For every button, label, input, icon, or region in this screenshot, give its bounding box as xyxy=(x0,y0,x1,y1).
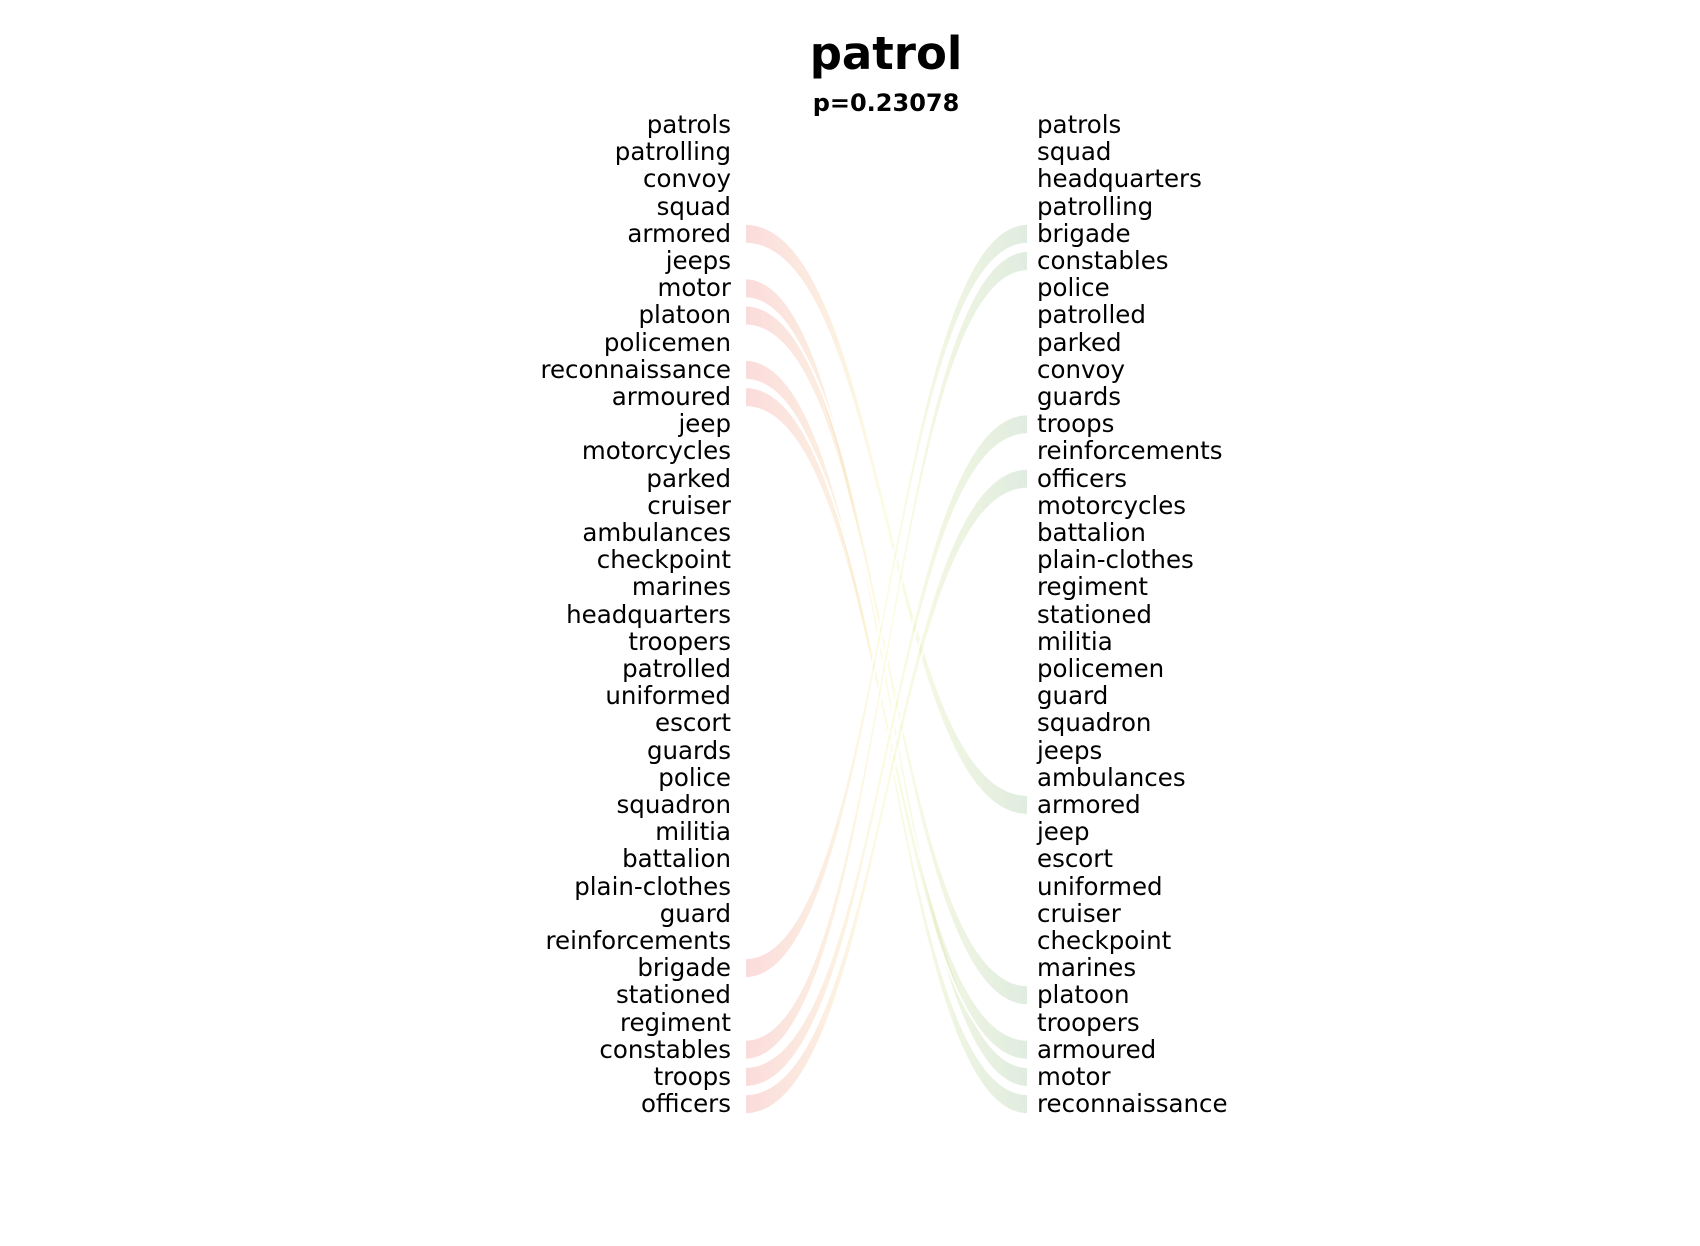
right-word-constables: constables xyxy=(1037,246,1169,275)
right-word-stationed: stationed xyxy=(1037,599,1152,629)
left-word-convoy: convoy xyxy=(643,164,731,194)
right-word-squad: squad xyxy=(1037,137,1112,167)
right-word-parked: parked xyxy=(1037,327,1122,357)
right-word-platoon: platoon xyxy=(1037,980,1130,1010)
left-word-patrols: patrols xyxy=(646,110,731,139)
right-word-brigade: brigade xyxy=(1037,218,1131,248)
right-word-jeep: jeep xyxy=(1037,817,1090,847)
right-word-regiment: regiment xyxy=(1037,572,1149,602)
left-word-headquarters: headquarters xyxy=(566,599,731,629)
right-word-officers: officers xyxy=(1037,463,1128,493)
left-word-cruiser: cruiser xyxy=(647,490,731,520)
left-word-guards: guards xyxy=(646,735,731,765)
left-word-reconnaissance: reconnaissance xyxy=(540,354,731,384)
right-word-jeeps: jeeps xyxy=(1037,735,1103,765)
left-word-checkpoint: checkpoint xyxy=(596,545,731,575)
right-word-reconnaissance: reconnaissance xyxy=(1037,1089,1228,1119)
ribbon-officers xyxy=(744,467,1029,1116)
right-word-plain-clothes: plain-clothes xyxy=(1037,545,1194,575)
ribbon-brigade xyxy=(744,222,1029,980)
left-word-constables: constables xyxy=(599,1034,731,1064)
right-word-armoured: armoured xyxy=(1037,1034,1157,1064)
left-word-ambulances: ambulances xyxy=(582,518,731,547)
left-word-policemen: policemen xyxy=(603,327,731,357)
left-word-reinforcements: reinforcements xyxy=(545,926,731,955)
right-word-escort: escort xyxy=(1037,844,1113,874)
ribbon-troops xyxy=(744,413,1029,1089)
left-word-plain-clothes: plain-clothes xyxy=(574,871,731,901)
left-word-armoured: armoured xyxy=(611,382,731,411)
left-word-escort: escort xyxy=(655,708,731,738)
right-word-guards: guards xyxy=(1037,382,1122,411)
right-word-marines: marines xyxy=(1037,953,1137,983)
left-word-jeeps: jeeps xyxy=(665,246,731,275)
left-word-battalion: battalion xyxy=(622,844,731,874)
ribbon-armored xyxy=(744,222,1029,817)
ribbon-group xyxy=(744,222,1029,1116)
right-word-armored: armored xyxy=(1037,790,1141,819)
left-word-uniformed: uniformed xyxy=(605,681,731,711)
left-word-officers: officers xyxy=(640,1089,731,1119)
right-word-ambulances: ambulances xyxy=(1037,762,1186,792)
left-word-jeep: jeep xyxy=(678,409,731,439)
right-word-motor: motor xyxy=(1037,1062,1111,1091)
left-word-troops: troops xyxy=(653,1062,731,1091)
left-word-armored: armored xyxy=(627,218,731,248)
right-word-troopers: troopers xyxy=(1037,1007,1140,1037)
left-word-police: police xyxy=(658,762,731,792)
right-word-policemen: policemen xyxy=(1037,654,1165,683)
left-word-patrolling: patrolling xyxy=(614,137,731,167)
left-word-troopers: troopers xyxy=(628,626,731,656)
ribbon-armoured xyxy=(744,385,1029,1061)
left-word-motorcycles: motorcycles xyxy=(581,436,731,466)
left-word-militia: militia xyxy=(655,817,731,847)
right-word-patrols: patrols xyxy=(1037,110,1122,139)
right-word-reinforcements: reinforcements xyxy=(1037,436,1223,466)
left-word-guard: guard xyxy=(659,898,731,928)
right-word-squadron: squadron xyxy=(1037,708,1152,738)
right-word-convoy: convoy xyxy=(1037,354,1125,384)
left-word-squadron: squadron xyxy=(616,790,731,819)
right-word-checkpoint: checkpoint xyxy=(1037,926,1172,955)
left-word-marines: marines xyxy=(631,572,731,602)
left-word-squad: squad xyxy=(656,191,731,221)
right-word-police: police xyxy=(1037,273,1110,303)
right-word-headquarters: headquarters xyxy=(1037,164,1202,194)
left-word-platoon: platoon xyxy=(638,300,732,330)
right-word-patrolling: patrolling xyxy=(1037,191,1154,221)
right-word-patrolled: patrolled xyxy=(1037,300,1146,330)
left-word-parked: parked xyxy=(646,463,731,493)
right-word-guard: guard xyxy=(1037,681,1109,711)
ribbon-constables xyxy=(744,249,1029,1061)
right-word-motorcycles: motorcycles xyxy=(1037,490,1187,520)
left-word-stationed: stationed xyxy=(616,980,731,1010)
left-word-patrolled: patrolled xyxy=(622,654,731,683)
page-title: patrol xyxy=(809,27,963,80)
left-word-brigade: brigade xyxy=(637,953,731,983)
page-subtitle: p=0.23078 xyxy=(812,89,960,117)
right-word-uniformed: uniformed xyxy=(1037,871,1163,901)
right-word-cruiser: cruiser xyxy=(1037,898,1121,928)
right-word-battalion: battalion xyxy=(1037,518,1146,547)
right-word-militia: militia xyxy=(1037,626,1113,656)
left-word-regiment: regiment xyxy=(619,1007,731,1037)
left-word-motor: motor xyxy=(657,273,731,303)
right-word-troops: troops xyxy=(1037,409,1115,439)
